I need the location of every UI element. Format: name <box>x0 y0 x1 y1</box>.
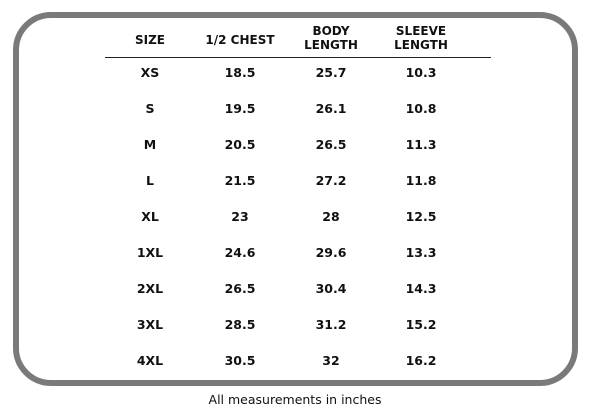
size-label: XL <box>141 209 159 224</box>
measurement: 11.8 <box>405 173 437 188</box>
column-header: 1/2 CHEST <box>205 33 275 47</box>
measurement: 12.5 <box>405 209 437 224</box>
measurement: 15.2 <box>405 317 437 332</box>
measurement: 11.3 <box>405 137 437 152</box>
size-label: S <box>145 101 155 116</box>
measurement: 19.5 <box>224 101 256 116</box>
measurement: 24.6 <box>224 245 256 260</box>
measurement: 14.3 <box>405 281 437 296</box>
measurement: 30.4 <box>315 281 347 296</box>
column-header: SIZE <box>134 33 165 47</box>
column-header: SLEEVE LENGTH <box>394 24 448 52</box>
measurement: 32 <box>322 353 340 368</box>
size-label: 4XL <box>136 353 164 368</box>
size-label: M <box>143 137 157 152</box>
measurement: 16.2 <box>405 353 437 368</box>
measurement: 23 <box>231 209 249 224</box>
measurement: 18.5 <box>224 65 256 80</box>
measurement: 27.2 <box>315 173 347 188</box>
measurement: 25.7 <box>315 65 347 80</box>
measurement: 21.5 <box>224 173 256 188</box>
size-label: 3XL <box>136 317 164 332</box>
measurement: 26.1 <box>315 101 347 116</box>
frame <box>13 12 578 386</box>
measurement: 28.5 <box>224 317 256 332</box>
measurement: 30.5 <box>224 353 256 368</box>
measurement: 29.6 <box>315 245 347 260</box>
measurement: 26.5 <box>315 137 347 152</box>
measurement: 26.5 <box>224 281 256 296</box>
measurement: 31.2 <box>315 317 347 332</box>
measurement: 10.3 <box>405 65 437 80</box>
size-label: L <box>146 173 154 188</box>
size-label: 2XL <box>136 281 164 296</box>
header-rule <box>105 57 491 58</box>
column-header: BODY LENGTH <box>304 24 358 52</box>
measurement: 28 <box>322 209 340 224</box>
footer-note: All measurements in inches <box>208 392 382 407</box>
measurement: 20.5 <box>224 137 256 152</box>
size-label: 1XL <box>136 245 164 260</box>
measurement: 13.3 <box>405 245 437 260</box>
size-label: XS <box>140 65 160 80</box>
measurement: 10.8 <box>405 101 437 116</box>
